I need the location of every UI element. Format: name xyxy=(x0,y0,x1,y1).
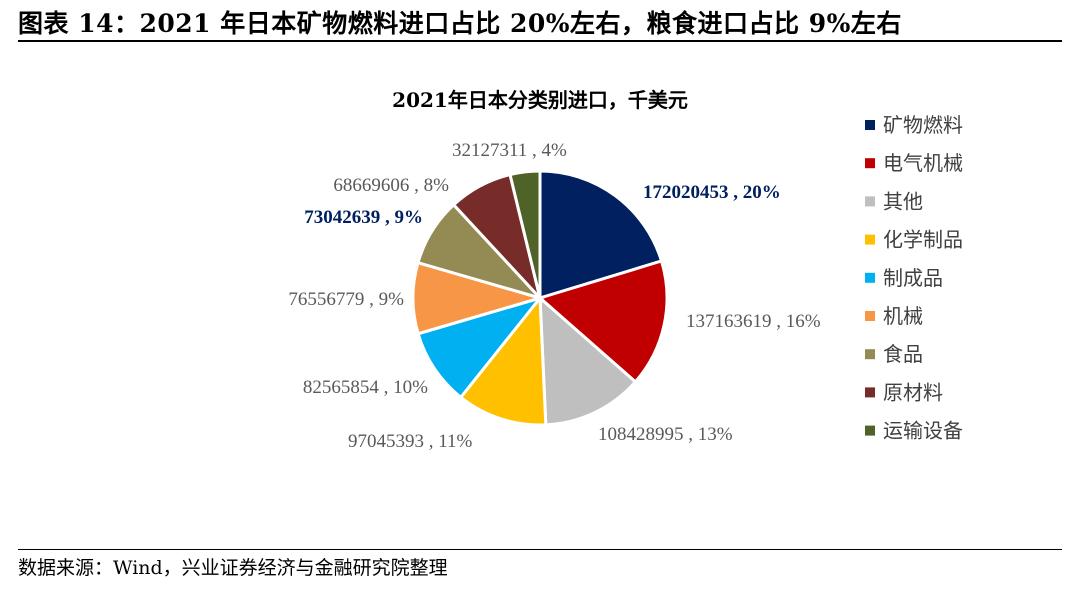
legend-swatch xyxy=(865,272,875,283)
data-label: 32127311 , 4% xyxy=(452,140,567,161)
legend-item-label: 机械 xyxy=(883,304,923,328)
pie-slice xyxy=(416,295,545,400)
data-label: 76556779 , 9% xyxy=(288,289,404,310)
pie-slice xyxy=(458,293,548,427)
legend-swatch xyxy=(865,120,875,130)
legend-swatch xyxy=(865,425,875,436)
pie-slice xyxy=(538,169,664,301)
legend-item-label: 食品 xyxy=(883,342,923,366)
figure-title: 图表 14：2021 年日本矿物燃料进口占比 20%左右，粮食进口占比 9%左右 xyxy=(18,9,902,38)
data-label: 68669606 , 8% xyxy=(333,175,449,196)
pie-slices xyxy=(411,169,669,427)
legend-swatch xyxy=(865,234,875,245)
data-label: 137163619 , 16% xyxy=(686,311,821,332)
top-rule xyxy=(18,40,1062,42)
pie-slice xyxy=(508,169,542,299)
legend-item-label: 运输设备 xyxy=(883,419,963,443)
pie-slice xyxy=(538,294,638,427)
legend-item-label: 制成品 xyxy=(883,266,943,290)
data-label: 108428995 , 13% xyxy=(598,424,733,445)
legend-item-label: 化学制品 xyxy=(883,228,963,252)
data-label: 97045393 , 11% xyxy=(348,431,473,452)
legend-swatch xyxy=(865,311,875,321)
data-label: 82565854 , 10% xyxy=(303,377,428,398)
legend-swatch xyxy=(865,196,875,207)
source-note: 数据来源：Wind，兴业证券经济与金融研究院整理 xyxy=(18,557,448,579)
data-labels: 172020453 , 20% 137163619 , 16% 108428995 … xyxy=(288,140,820,452)
data-label: 172020453 , 20% xyxy=(643,182,781,203)
bottom-rule xyxy=(18,549,1062,550)
legend-item-label: 矿物燃料 xyxy=(883,113,963,137)
legend-swatch xyxy=(865,158,875,169)
legend-item-label: 原材料 xyxy=(883,380,943,404)
data-label: 73042639 , 9% xyxy=(304,207,423,228)
pie-slice xyxy=(536,259,669,384)
chart-title: 2021年日本分类别进口，千美元 xyxy=(392,88,688,112)
legend-swatch xyxy=(865,349,875,360)
legend-item-label: 电气机械 xyxy=(883,151,963,175)
legend-swatch xyxy=(865,387,875,398)
legend-item-label: 其他 xyxy=(883,189,923,213)
